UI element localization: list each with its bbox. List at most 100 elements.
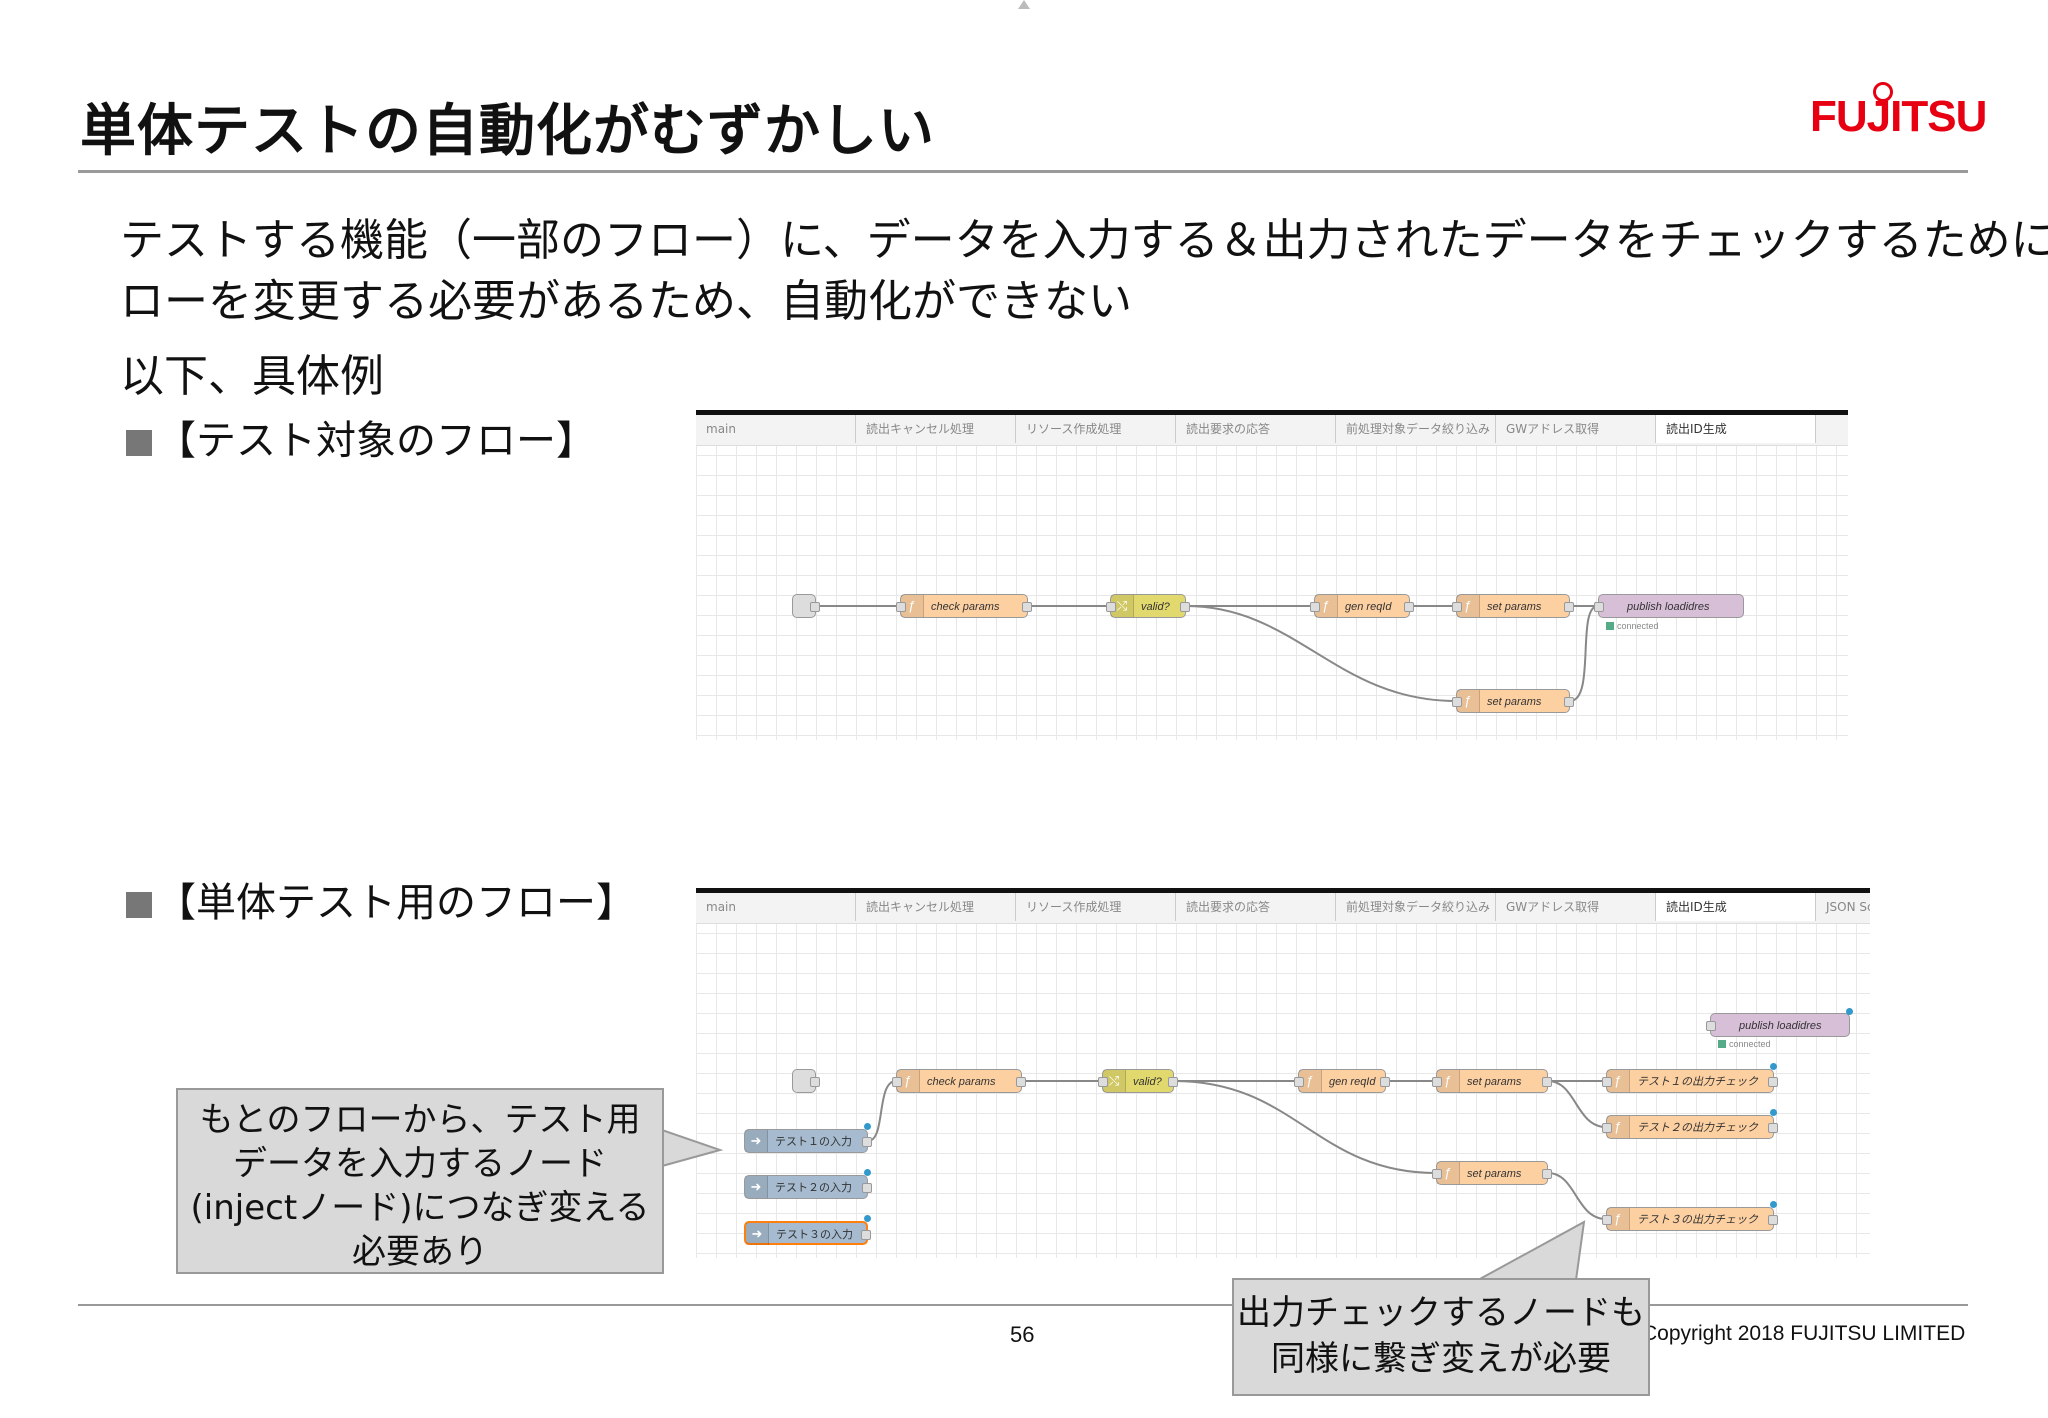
node-label: テスト３の入力	[776, 1229, 853, 1241]
changed-indicator	[1770, 1063, 1777, 1070]
node-label: テスト２の出力チェック	[1637, 1122, 1758, 1134]
tab-read-id-gen[interactable]: 読出ID生成	[1656, 893, 1816, 921]
node-label: valid?	[1141, 601, 1170, 613]
flow-editor-target: main 読出キャンセル処理 リソース作成処理 読出要求の応答 前処理対象データ…	[696, 410, 1848, 740]
tab-resource-create[interactable]: リソース作成処理	[1016, 893, 1176, 921]
changed-indicator	[1770, 1201, 1777, 1208]
function-icon: ƒ	[1437, 1070, 1460, 1092]
node-valid-switch[interactable]: ⤭ valid?	[1098, 1069, 1178, 1093]
tab-main[interactable]: main	[696, 893, 856, 921]
node-output-check-3[interactable]: ƒ テスト３の出力チェック	[1602, 1207, 1778, 1231]
node-inject-1[interactable]: ➜ テスト１の入力	[744, 1129, 872, 1153]
fujitsu-logo: FUJITSU	[1810, 92, 1987, 141]
node-check-params[interactable]: ƒ check params	[896, 594, 1032, 618]
top-marker	[1018, 0, 1030, 9]
changed-indicator	[864, 1123, 871, 1130]
tab-read-cancel[interactable]: 読出キャンセル処理	[856, 415, 1016, 443]
switch-icon: ⤭	[1111, 595, 1134, 617]
page-number: 56	[1010, 1322, 1035, 1347]
node-label: テスト３の出力チェック	[1637, 1214, 1758, 1226]
function-icon: ƒ	[1607, 1070, 1630, 1092]
status-dot-icon	[1718, 1040, 1726, 1048]
tab-preprocess-filter[interactable]: 前処理対象データ絞り込み	[1336, 415, 1496, 443]
function-icon: ƒ	[1457, 690, 1480, 712]
node-set-params-2[interactable]: ƒ set params	[1432, 1161, 1552, 1185]
node-output-check-2[interactable]: ƒ テスト２の出力チェック	[1602, 1115, 1778, 1139]
node-status: connected	[1606, 621, 1659, 631]
node-label: publish loadidres	[1627, 601, 1710, 613]
function-icon: ƒ	[901, 595, 924, 617]
function-icon: ƒ	[1299, 1070, 1322, 1092]
footer-divider	[78, 1304, 1968, 1306]
body-text-line-3: 以下、具体例	[120, 351, 384, 402]
tab-read-response[interactable]: 読出要求の応答	[1176, 893, 1336, 921]
callout-text: 出力チェックするノードも	[1237, 1293, 1645, 1333]
node-label: check params	[927, 1076, 996, 1088]
flow-wires	[812, 605, 1599, 702]
changed-indicator	[864, 1169, 871, 1176]
tab-gw-address[interactable]: GWアドレス取得	[1496, 415, 1656, 443]
status-text: connected	[1617, 621, 1659, 631]
link-in-node[interactable]	[792, 1069, 820, 1093]
tab-json-schema[interactable]: JSON Sc	[1816, 893, 1870, 921]
tab-read-cancel[interactable]: 読出キャンセル処理	[856, 893, 1016, 921]
link-in-node[interactable]	[792, 594, 820, 618]
node-label: テスト１の出力チェック	[1637, 1076, 1758, 1088]
switch-icon: ⤭	[1103, 1070, 1126, 1092]
changed-indicator	[864, 1215, 871, 1222]
slide-title: 単体テストの自動化がむずかしい	[80, 99, 935, 164]
node-label: gen reqId	[1329, 1076, 1376, 1088]
function-icon: ƒ	[1457, 595, 1480, 617]
tab-gw-address[interactable]: GWアドレス取得	[1496, 893, 1656, 921]
node-set-params-1[interactable]: ƒ set params	[1432, 1069, 1552, 1093]
tab-main[interactable]: main	[696, 415, 856, 443]
section-heading-text: 【単体テスト用のフロー】	[156, 880, 636, 926]
copyright: Copyright 2018 FUJITSU LIMITED	[1642, 1322, 1966, 1345]
changed-indicator	[1770, 1109, 1777, 1116]
node-publish-mqtt[interactable]: publish loadidres	[1706, 1013, 1850, 1037]
node-label: gen reqId	[1345, 601, 1392, 613]
section-heading-text: 【テスト対象のフロー】	[156, 418, 596, 464]
node-publish-mqtt[interactable]: publish loadidres	[1594, 594, 1744, 618]
function-icon: ƒ	[1607, 1116, 1630, 1138]
body-text-line-2: ローを変更する必要があるため、自動化ができない	[120, 276, 1132, 327]
inject-arrow-icon: ➜	[746, 1223, 769, 1245]
node-gen-reqid[interactable]: ƒ gen reqId	[1310, 594, 1414, 618]
tab-preprocess-filter[interactable]: 前処理対象データ絞り込み	[1336, 893, 1496, 921]
node-gen-reqid[interactable]: ƒ gen reqId	[1294, 1069, 1390, 1093]
node-valid-switch[interactable]: ⤭ valid?	[1106, 594, 1190, 618]
tab-read-response[interactable]: 読出要求の応答	[1176, 415, 1336, 443]
node-label: check params	[931, 601, 1000, 613]
status-text: connected	[1729, 1039, 1771, 1049]
body-text-line-1: テストする機能（一部のフロー）に、データを入力する＆出力されたデータをチェックす…	[120, 215, 2048, 266]
node-label: set params	[1487, 601, 1542, 613]
callout-text: もとのフローから、テスト用	[199, 1100, 641, 1140]
node-label: set params	[1467, 1168, 1522, 1180]
flow-wires	[867, 1080, 1607, 1220]
node-output-check-1[interactable]: ƒ テスト１の出力チェック	[1602, 1069, 1778, 1093]
status-dot-icon	[1606, 622, 1614, 630]
node-inject-2[interactable]: ➜ テスト２の入力	[744, 1175, 872, 1199]
node-set-params-2[interactable]: ƒ set params	[1452, 689, 1574, 713]
inject-arrow-icon: ➜	[745, 1176, 768, 1198]
section-heading-target-flow: 【テスト対象のフロー】	[126, 408, 596, 466]
section-heading-test-flow: 【単体テスト用のフロー】	[126, 870, 636, 928]
node-status: connected	[1718, 1039, 1771, 1049]
node-set-params-1[interactable]: ƒ set params	[1452, 594, 1574, 618]
node-inject-3[interactable]: ➜ テスト３の入力	[744, 1221, 871, 1245]
tab-read-id-gen[interactable]: 読出ID生成	[1656, 415, 1816, 443]
function-icon: ƒ	[1437, 1162, 1460, 1184]
callout-output-check-note: 出力チェックするノードも 同様に繋ぎ変えが必要	[1232, 1278, 1650, 1396]
function-icon: ƒ	[1315, 595, 1338, 617]
node-label: テスト２の入力	[775, 1182, 852, 1194]
node-label: set params	[1487, 696, 1542, 708]
title-divider	[78, 170, 1968, 173]
logo-infinity-mark	[1873, 82, 1893, 102]
node-label: valid?	[1133, 1076, 1162, 1088]
callout-text: データを入力するノード	[233, 1144, 607, 1184]
callout-text: (injectノード)につなぎ変える	[190, 1188, 650, 1228]
node-label: set params	[1467, 1076, 1522, 1088]
node-label: テスト１の入力	[775, 1136, 852, 1148]
tab-resource-create[interactable]: リソース作成処理	[1016, 415, 1176, 443]
node-check-params[interactable]: ƒ check params	[892, 1069, 1026, 1093]
